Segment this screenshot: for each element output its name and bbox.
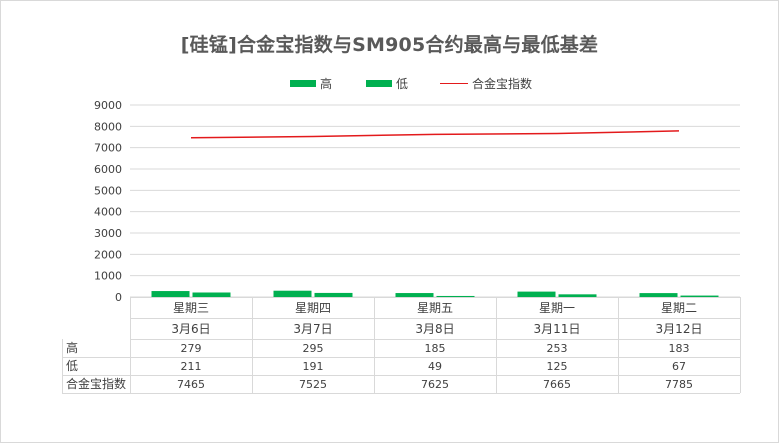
y-tick-label: 0 — [115, 291, 122, 304]
legend: 高 低 合金宝指数 — [0, 73, 779, 93]
legend-item-high: 高 — [290, 73, 332, 93]
legend-label-index: 合金宝指数 — [472, 76, 533, 91]
index-line — [190, 130, 680, 139]
table-cell-value: 253 — [547, 342, 568, 355]
category-label: 星期四 — [295, 301, 331, 315]
category-label: 星期三 — [173, 301, 209, 315]
bar-high — [395, 293, 434, 297]
table-cell-value: 191 — [303, 360, 324, 373]
bar-high — [273, 290, 312, 297]
table-cell-value: 7525 — [299, 378, 327, 391]
y-tick-label: 4000 — [94, 206, 122, 219]
table-cell-value: 125 — [547, 360, 568, 373]
y-tick-label: 1000 — [94, 270, 122, 283]
table-cell-value: 183 — [669, 342, 690, 355]
table-cell-value: 295 — [303, 342, 324, 355]
y-tick-label: 8000 — [94, 120, 122, 133]
y-tick-label: 7000 — [94, 142, 122, 155]
table-cell-value: 7665 — [543, 378, 571, 391]
legend-item-index: 合金宝指数 — [440, 73, 532, 93]
table-row-label: 低 — [66, 359, 78, 373]
y-tick-label: 3000 — [94, 227, 122, 240]
table-row-label: 高 — [66, 340, 78, 355]
table-cell-value: 49 — [428, 360, 442, 373]
legend-item-low: 低 — [366, 73, 408, 93]
legend-label-low: 低 — [396, 76, 409, 91]
category-label: 星期五 — [417, 301, 453, 315]
table-cell-value: 7785 — [665, 378, 693, 391]
bar-low — [436, 295, 475, 297]
legend-swatch-low — [366, 79, 392, 87]
table-cell-value: 7625 — [421, 378, 449, 391]
bar-low — [680, 295, 719, 297]
date-label: 3月11日 — [534, 322, 581, 336]
y-tick-label: 9000 — [94, 99, 122, 112]
bar-high — [639, 293, 678, 297]
legend-label-high: 高 — [320, 76, 333, 91]
date-label: 3月12日 — [656, 322, 703, 336]
y-tick-label: 5000 — [94, 184, 122, 197]
table-row-label: 合金宝指数 — [66, 376, 126, 391]
y-tick-label: 6000 — [94, 163, 122, 176]
bar-low — [192, 292, 231, 297]
legend-swatch-index — [440, 82, 468, 84]
table-cell-value: 211 — [181, 360, 202, 373]
bar-high — [517, 291, 556, 297]
bar-low — [314, 292, 353, 297]
bar-low — [558, 294, 597, 297]
legend-swatch-high — [290, 79, 316, 87]
category-label: 星期一 — [539, 301, 575, 315]
table-cell-value: 279 — [181, 342, 202, 355]
bar-high — [151, 291, 190, 297]
table-cell-value: 185 — [425, 342, 446, 355]
date-label: 3月8日 — [415, 322, 454, 336]
chart-title: [硅锰]合金宝指数与SM905合约最高与最低基差 — [180, 34, 599, 56]
category-label: 星期二 — [661, 301, 697, 315]
table-cell-value: 7465 — [177, 378, 205, 391]
date-label: 3月6日 — [171, 322, 210, 336]
table-cell-value: 67 — [672, 360, 686, 373]
y-tick-label: 2000 — [94, 248, 122, 261]
date-label: 3月7日 — [293, 322, 332, 336]
